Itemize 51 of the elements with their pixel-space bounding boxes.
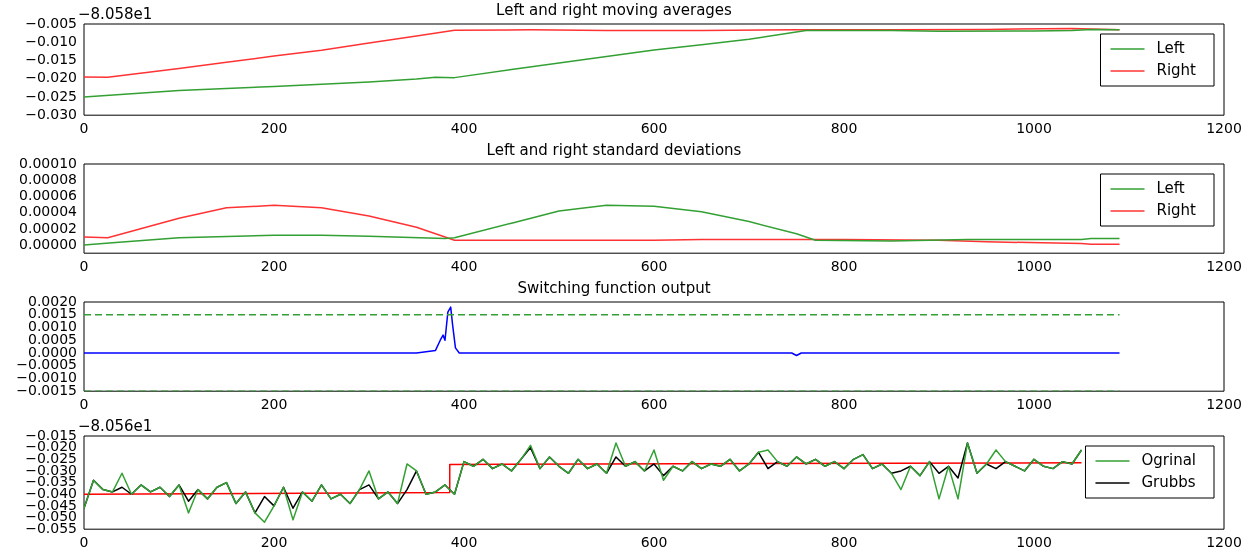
y-tick-label: −0.025	[25, 87, 77, 104]
text: −8.056e1	[78, 417, 153, 436]
y-tick-label: −0.020	[25, 69, 77, 86]
x-tick-label: 1000	[1016, 258, 1052, 275]
y-tick-label: 0.00002	[19, 219, 77, 236]
legend-label: Grubbs	[1141, 472, 1196, 491]
x-tick-label: 600	[640, 396, 668, 413]
y-tick-label: 0.00004	[19, 203, 78, 220]
chart-title: Left and right moving averages	[496, 0, 733, 19]
x-tick-label: 1200	[1206, 534, 1242, 551]
x-tick-label: 800	[830, 120, 858, 137]
legend-label: Left	[1156, 38, 1185, 57]
y-tick-label: −0.030	[25, 105, 77, 122]
y-tick-label: 0.00006	[19, 187, 78, 204]
legend-label: Left	[1156, 178, 1185, 197]
x-tick-label: 400	[450, 534, 478, 551]
legend-label: Right	[1156, 200, 1197, 219]
x-tick-label: 400	[450, 396, 478, 413]
x-tick-label: 200	[260, 534, 288, 551]
x-tick-label: 1200	[1206, 258, 1242, 275]
x-tick-label: 1000	[1016, 120, 1052, 137]
y-tick-label: 0.00010	[19, 154, 77, 171]
legend-label: Ogrinal	[1141, 450, 1196, 469]
y-tick-label: 0.00008	[19, 170, 77, 187]
y-tick-label: −0.015	[25, 51, 77, 68]
x-tick-label: 1200	[1206, 396, 1242, 413]
x-tick-label: 600	[640, 258, 668, 275]
chart-title: Switching function output	[517, 278, 711, 297]
x-tick-label: 0	[79, 534, 89, 551]
text: −8.058e1	[78, 5, 153, 24]
x-tick-label: 600	[640, 534, 668, 551]
x-tick-label: 800	[830, 534, 858, 551]
x-tick-label: 1000	[1016, 534, 1052, 551]
x-tick-label: 800	[830, 396, 858, 413]
x-tick-label: 1200	[1206, 120, 1242, 137]
y-tick-label: 0.00000	[19, 235, 77, 252]
legend-label: Right	[1156, 60, 1197, 79]
x-tick-label: 200	[260, 120, 288, 137]
x-tick-label: 200	[260, 396, 288, 413]
x-tick-label: 1000	[1016, 396, 1052, 413]
y-tick-label: −0.005	[25, 14, 77, 31]
x-tick-label: 400	[450, 258, 478, 275]
x-tick-label: 0	[79, 258, 89, 275]
x-tick-label: 0	[79, 396, 89, 413]
x-tick-label: 600	[640, 120, 668, 137]
chart-title: Left and right standard deviations	[486, 140, 742, 159]
x-tick-label: 0	[79, 120, 89, 137]
x-tick-label: 400	[450, 120, 478, 137]
x-tick-label: 800	[830, 258, 858, 275]
x-tick-label: 200	[260, 258, 288, 275]
y-tick-label: −0.010	[25, 32, 77, 49]
